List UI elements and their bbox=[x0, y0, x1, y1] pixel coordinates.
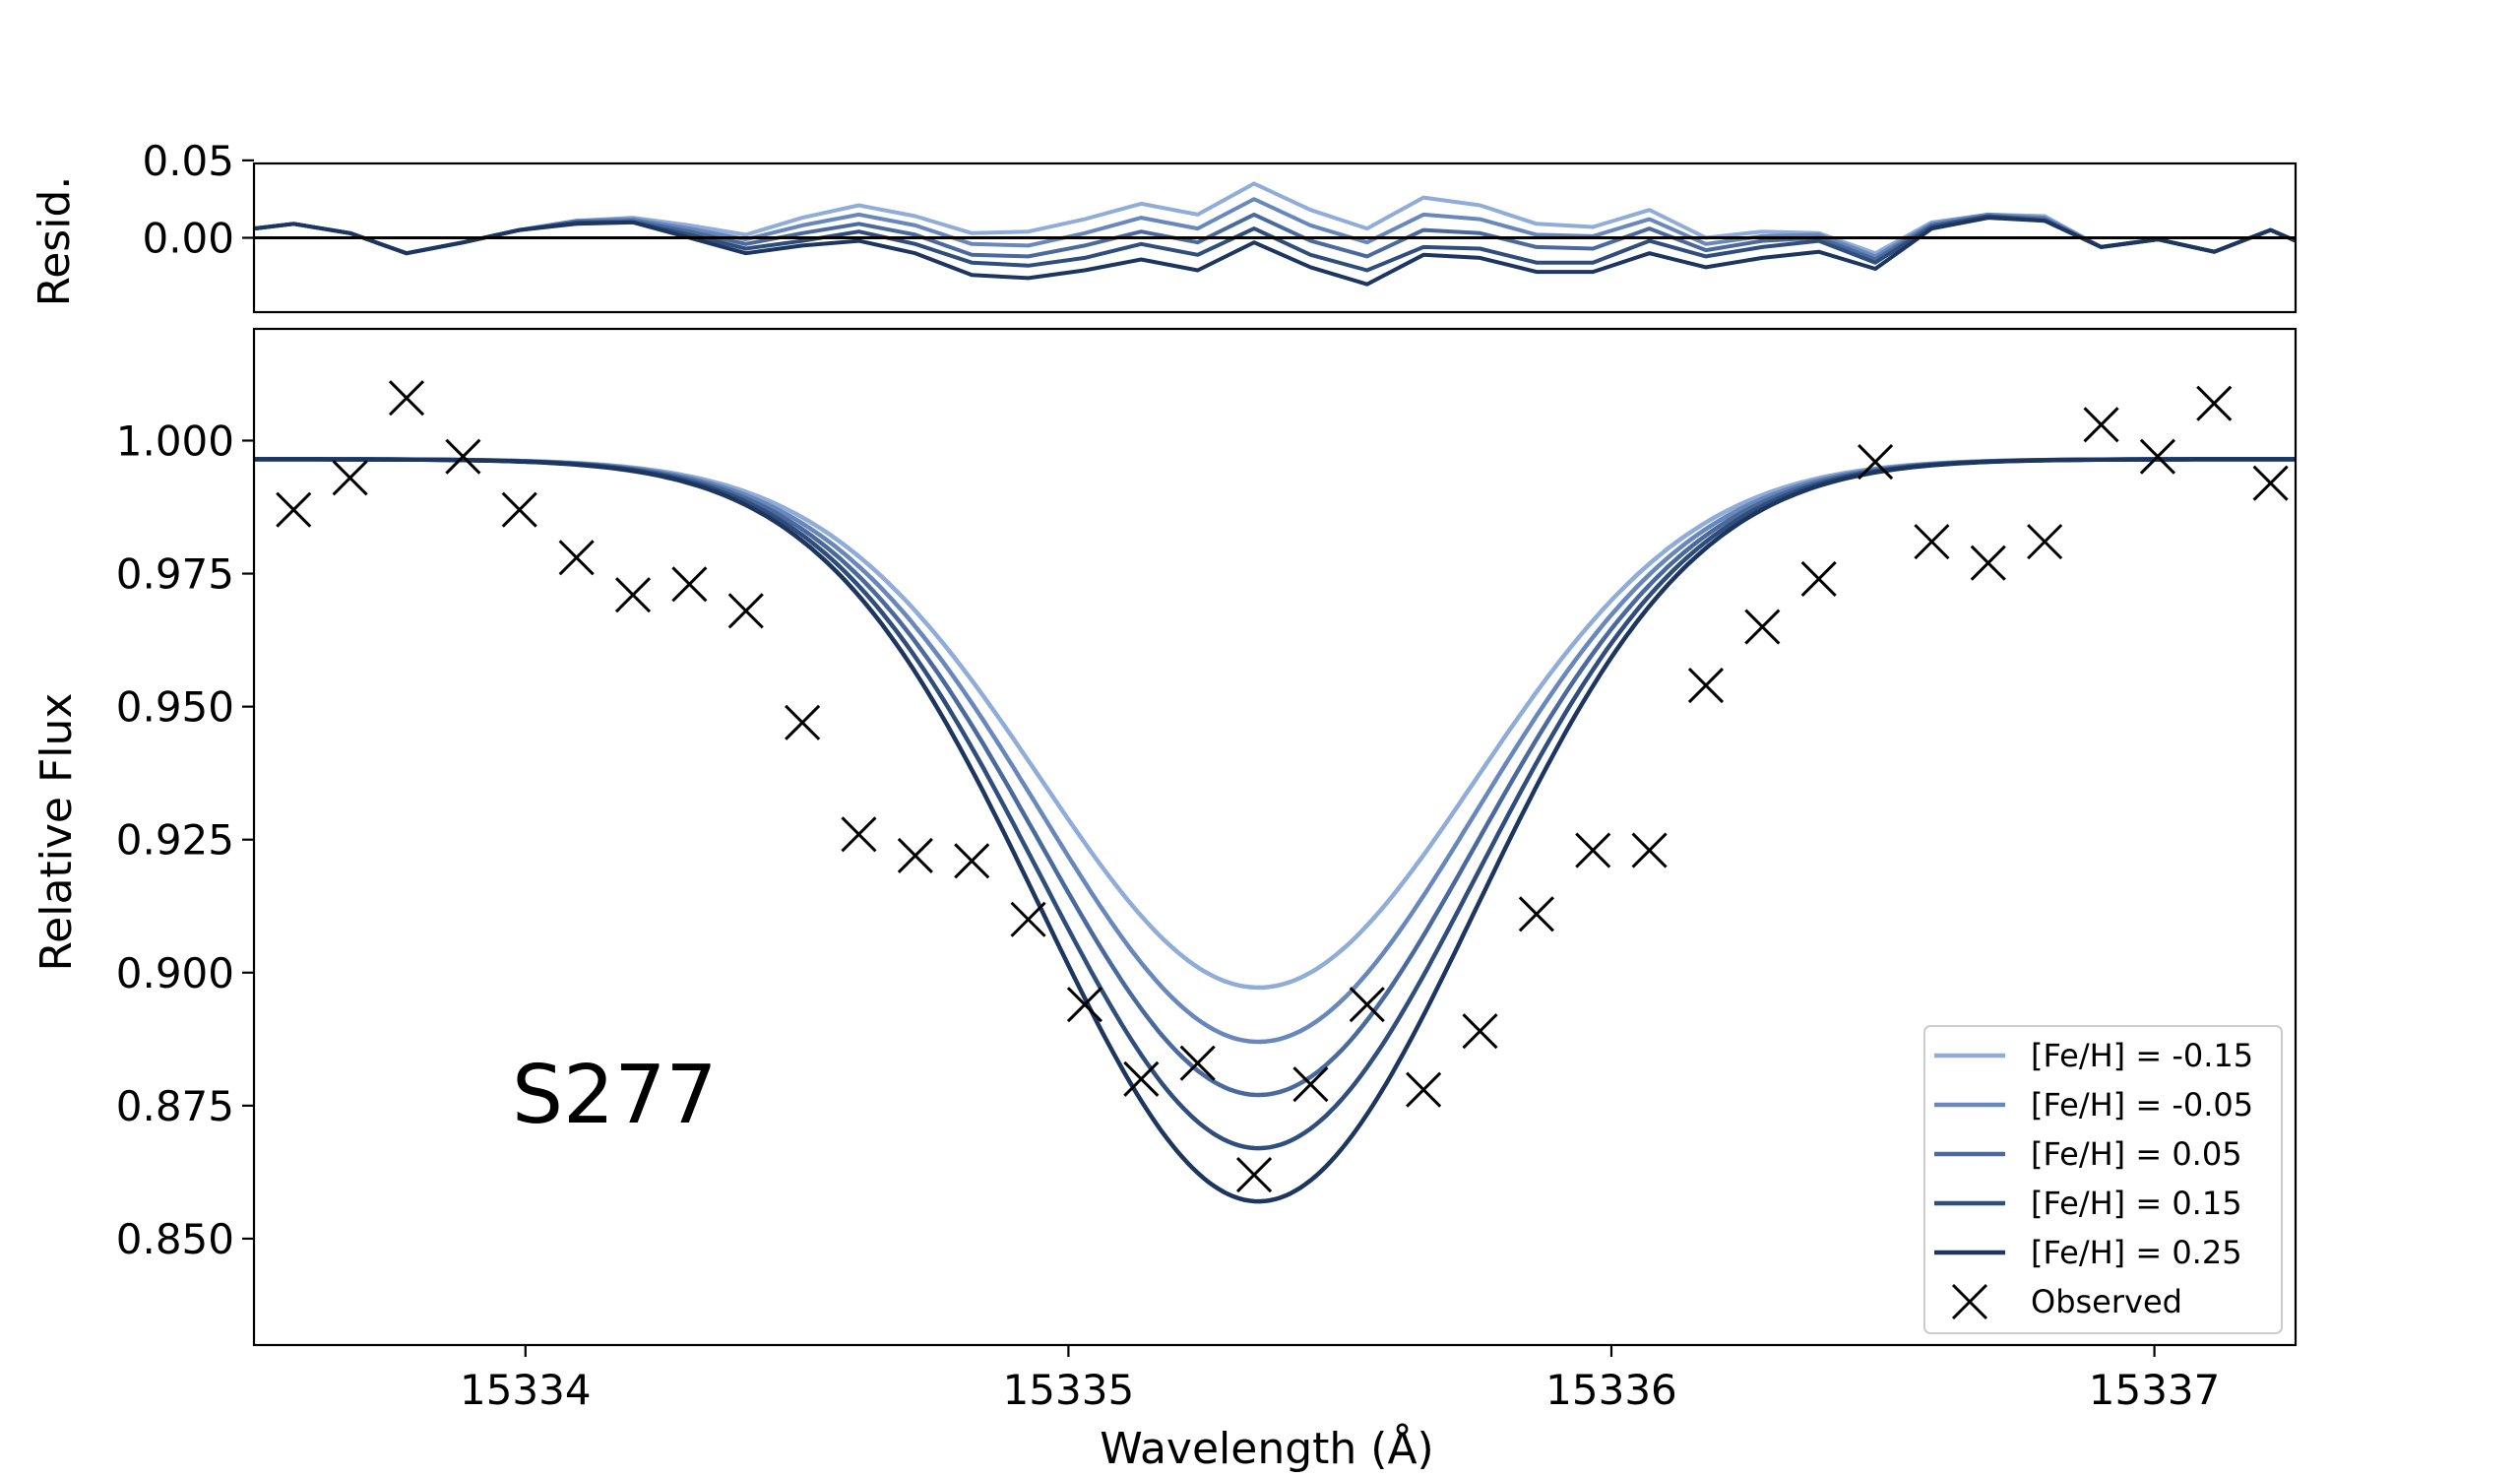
main-y-axis-label: Relative Flux bbox=[32, 693, 82, 972]
observed-point bbox=[558, 540, 595, 576]
main-x-ticks: 15334 15335 15336 15337 bbox=[460, 1345, 2220, 1414]
observed-point bbox=[1800, 560, 1837, 598]
observed-point bbox=[1687, 667, 1725, 704]
observed-point bbox=[1066, 987, 1103, 1023]
observed-point bbox=[1970, 545, 2006, 581]
residual-y-ticks: 0.05 0.00 bbox=[142, 137, 254, 263]
legend-items: [Fe/H] = -0.15 [Fe/H] = -0.05 [Fe/H] = 0.0… bbox=[1934, 1037, 2253, 1320]
main-y-tick-label: 0.950 bbox=[116, 683, 234, 732]
residual-panel: 0.05 0.00 Resid. bbox=[30, 137, 2298, 314]
main-y-tick-label: 0.925 bbox=[116, 816, 234, 865]
observed-point bbox=[332, 460, 368, 496]
observed-point bbox=[1631, 832, 1668, 868]
main-x-tick-label: 15336 bbox=[1545, 1366, 1677, 1414]
observed-point bbox=[1349, 987, 1385, 1023]
legend-label: [Fe/H] = 0.15 bbox=[2031, 1185, 2242, 1222]
observed-point bbox=[1462, 1013, 1498, 1050]
observed-point bbox=[501, 491, 537, 528]
observed-point bbox=[2252, 465, 2289, 501]
main-y-tick-label: 0.975 bbox=[116, 550, 234, 599]
observed-point bbox=[954, 843, 990, 879]
star-id-annotation: S277 bbox=[512, 1049, 718, 1142]
observed-point bbox=[388, 380, 425, 417]
observed-point bbox=[2196, 385, 2233, 421]
residual-y-tick-label: 0.05 bbox=[142, 137, 234, 185]
residual-line-4 bbox=[253, 216, 2297, 287]
legend-label: Observed bbox=[2031, 1283, 2182, 1320]
legend-item: Observed bbox=[1951, 1283, 2182, 1320]
legend-label: [Fe/H] = -0.15 bbox=[2031, 1037, 2253, 1074]
observed-point bbox=[2027, 524, 2063, 560]
legend-label: [Fe/H] = 0.25 bbox=[2031, 1234, 2242, 1271]
main-x-axis-label: Wavelength (Å) bbox=[1100, 1422, 1433, 1474]
observed-point bbox=[1914, 524, 1950, 560]
residual-y-axis-label: Resid. bbox=[30, 176, 80, 307]
observed-point bbox=[276, 491, 312, 528]
observed-point bbox=[785, 704, 821, 740]
model-series-group bbox=[254, 457, 2296, 1204]
main-y-tick-label: 0.850 bbox=[116, 1215, 234, 1263]
observed-point bbox=[614, 577, 652, 613]
legend-item: [Fe/H] = 0.25 bbox=[1934, 1234, 2242, 1271]
model-line-4 bbox=[254, 457, 2296, 1204]
observed-point bbox=[445, 438, 481, 475]
observed-point bbox=[1010, 901, 1046, 937]
observed-point bbox=[1858, 444, 1894, 481]
observed-point bbox=[1575, 832, 1611, 868]
legend-label: [Fe/H] = -0.05 bbox=[2031, 1086, 2253, 1124]
main-axes-frame bbox=[252, 327, 2298, 1347]
observed-point bbox=[2083, 407, 2119, 443]
observed-points-group bbox=[276, 380, 2289, 1193]
residual-y-tick-label: 0.00 bbox=[142, 215, 234, 263]
legend-label: [Fe/H] = 0.05 bbox=[2031, 1135, 2242, 1173]
main-y-tick-label: 0.875 bbox=[116, 1082, 234, 1130]
legend-item: [Fe/H] = -0.15 bbox=[1934, 1037, 2253, 1074]
observed-point bbox=[671, 566, 708, 603]
observed-point bbox=[841, 816, 877, 853]
observed-point bbox=[1744, 609, 1781, 645]
observed-point bbox=[1235, 1157, 1273, 1193]
main-y-ticks: 1.000 0.975 0.950 0.925 0.900 0.875 0.850 bbox=[116, 417, 254, 1263]
legend: [Fe/H] = -0.15 [Fe/H] = -0.05 [Fe/H] = 0.0… bbox=[1923, 1025, 2283, 1334]
observed-point bbox=[1123, 1060, 1160, 1097]
observed-point bbox=[2139, 438, 2175, 475]
legend-item: [Fe/H] = -0.05 bbox=[1934, 1086, 2253, 1124]
observed-point bbox=[1518, 896, 1554, 932]
main-panel: 1.000 0.975 0.950 0.925 0.900 0.875 0.850 1533… bbox=[32, 327, 2298, 1474]
main-x-tick-label: 15335 bbox=[1003, 1366, 1135, 1414]
main-y-tick-label: 0.900 bbox=[116, 949, 234, 997]
observed-point bbox=[1406, 1071, 1442, 1108]
observed-point bbox=[897, 837, 933, 873]
legend-item: [Fe/H] = 0.05 bbox=[1934, 1135, 2242, 1173]
residual-series-group bbox=[253, 181, 2297, 287]
observed-point bbox=[1292, 1066, 1329, 1103]
main-x-tick-label: 15334 bbox=[460, 1366, 592, 1414]
legend-box bbox=[1923, 1025, 2283, 1334]
main-x-tick-label: 15337 bbox=[2089, 1366, 2221, 1414]
observed-point bbox=[727, 593, 764, 629]
observed-point bbox=[1179, 1045, 1216, 1081]
legend-item: [Fe/H] = 0.15 bbox=[1934, 1185, 2242, 1222]
main-y-tick-label: 1.000 bbox=[116, 417, 234, 465]
